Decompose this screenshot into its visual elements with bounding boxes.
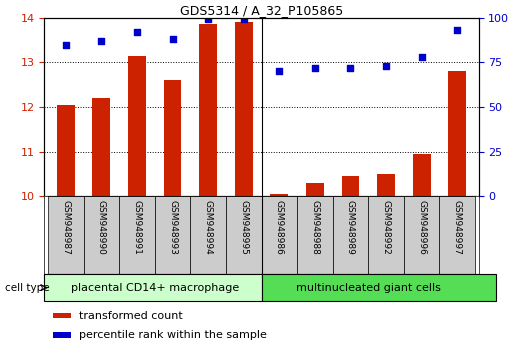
Bar — [404, 196, 439, 274]
Bar — [439, 196, 475, 274]
Bar — [297, 196, 333, 274]
Point — [168, 36, 177, 42]
Bar — [128, 56, 146, 196]
Text: GSM948989: GSM948989 — [346, 200, 355, 255]
Text: GSM948992: GSM948992 — [382, 200, 391, 255]
Point — [97, 38, 106, 44]
Text: GSM948993: GSM948993 — [168, 200, 177, 255]
Bar — [164, 80, 181, 196]
Bar — [53, 313, 71, 318]
Bar — [448, 71, 466, 196]
Point — [311, 65, 319, 70]
Bar — [226, 196, 262, 274]
Text: transformed count: transformed count — [79, 310, 183, 321]
Text: GSM948997: GSM948997 — [453, 200, 462, 255]
Text: GSM948991: GSM948991 — [132, 200, 141, 255]
Point — [382, 63, 390, 69]
Bar — [57, 105, 75, 196]
Point — [275, 68, 283, 74]
Point — [204, 17, 212, 22]
Text: GSM948995: GSM948995 — [239, 200, 248, 255]
Text: GSM948988: GSM948988 — [310, 200, 320, 255]
Point — [240, 17, 248, 22]
Point — [417, 54, 426, 60]
Text: percentile rank within the sample: percentile rank within the sample — [79, 330, 267, 340]
Bar — [93, 98, 110, 196]
Bar — [368, 196, 404, 274]
Point — [133, 29, 141, 35]
Bar — [44, 274, 262, 301]
Bar — [333, 196, 368, 274]
Bar — [262, 196, 297, 274]
Point — [62, 42, 70, 47]
Point — [346, 65, 355, 70]
Bar — [270, 194, 288, 196]
Text: GSM948996: GSM948996 — [417, 200, 426, 255]
Text: GSM948987: GSM948987 — [61, 200, 70, 255]
Text: cell type: cell type — [5, 282, 50, 293]
Text: placental CD14+ macrophage: placental CD14+ macrophage — [71, 282, 239, 293]
Bar — [306, 183, 324, 196]
Text: GSM948990: GSM948990 — [97, 200, 106, 255]
Text: GSM948986: GSM948986 — [275, 200, 284, 255]
Text: multinucleated giant cells: multinucleated giant cells — [296, 282, 441, 293]
Bar — [53, 332, 71, 338]
Point — [453, 27, 461, 33]
Bar — [262, 274, 496, 301]
Bar — [342, 176, 359, 196]
Bar — [190, 196, 226, 274]
Bar — [235, 22, 253, 196]
Bar — [119, 196, 155, 274]
Bar — [413, 154, 430, 196]
Bar — [48, 196, 84, 274]
Bar — [377, 174, 395, 196]
Bar — [155, 196, 190, 274]
Bar — [84, 196, 119, 274]
Text: GSM948994: GSM948994 — [203, 200, 213, 255]
Bar — [199, 24, 217, 196]
Title: GDS5314 / A_32_P105865: GDS5314 / A_32_P105865 — [180, 4, 343, 17]
